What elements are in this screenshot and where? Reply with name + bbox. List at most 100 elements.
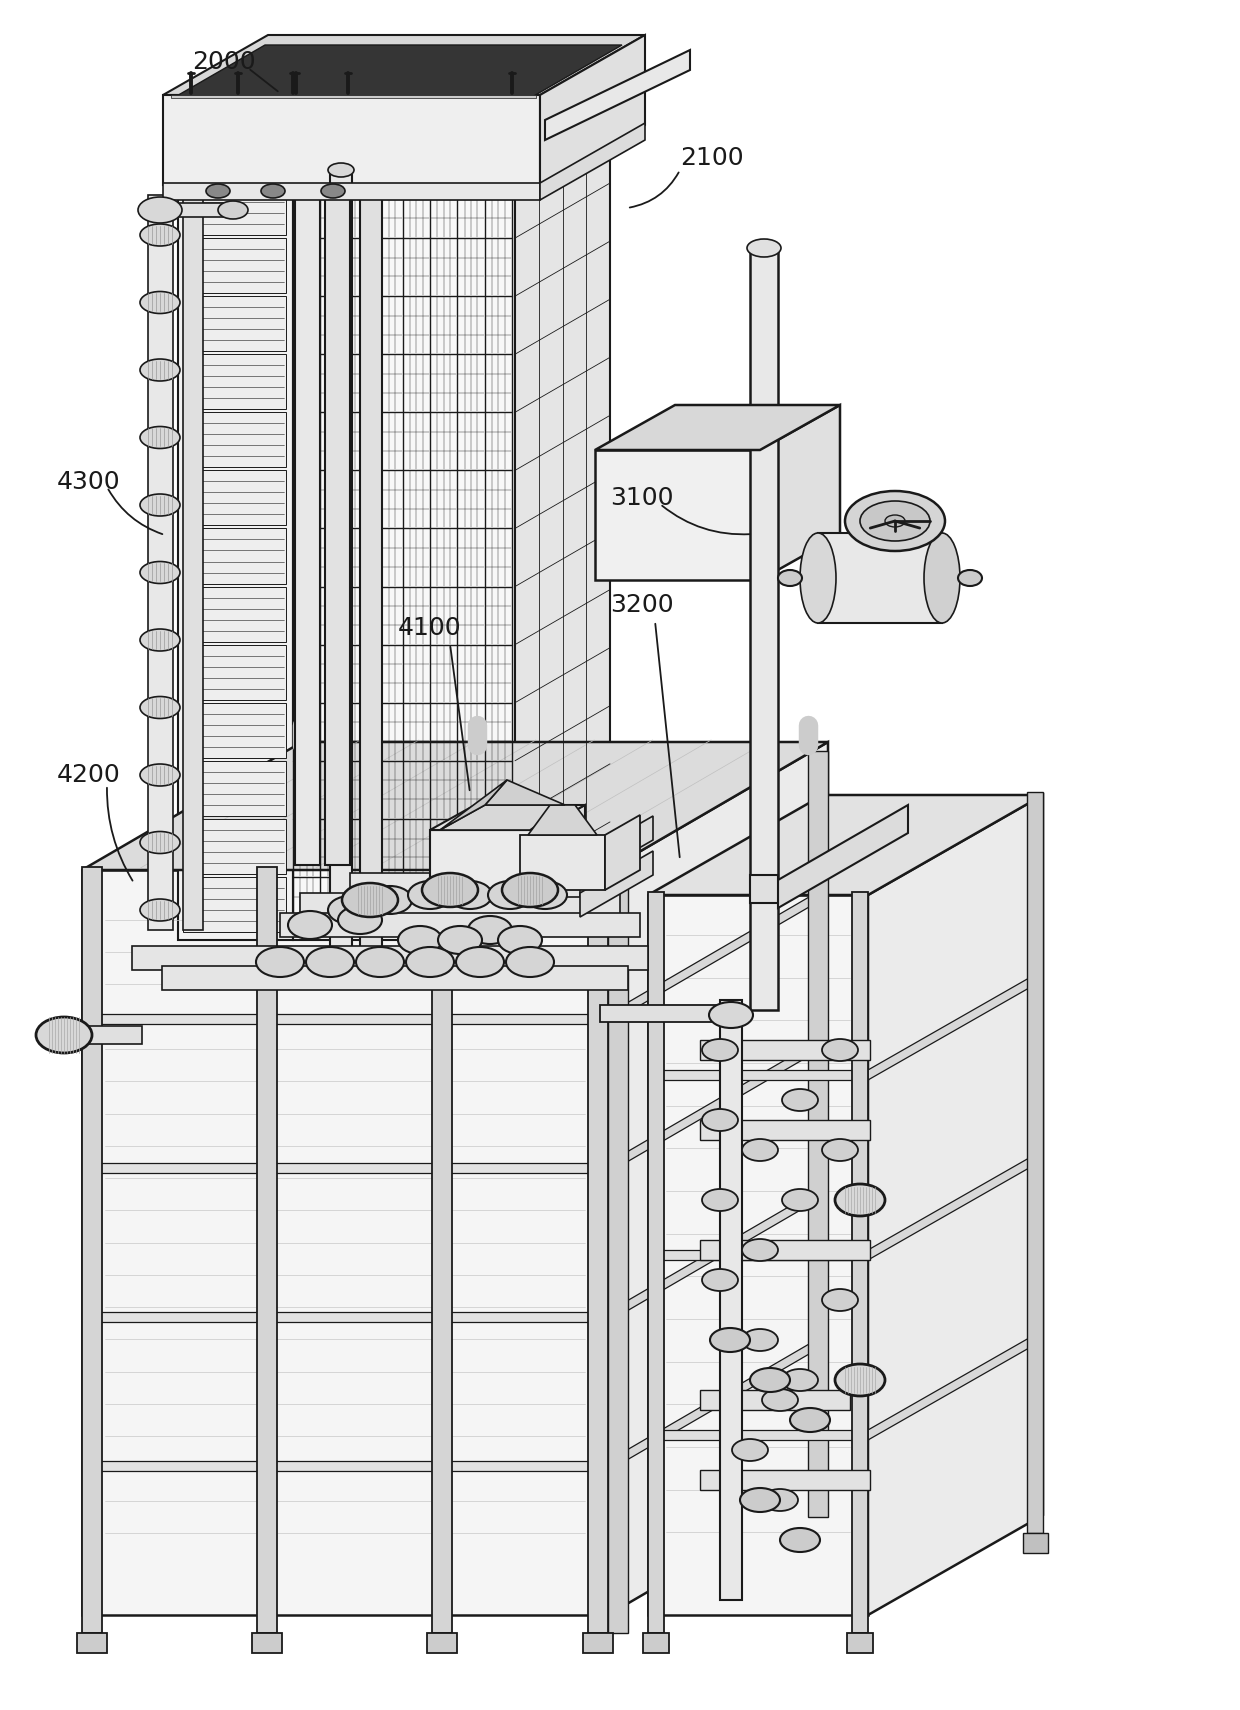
Polygon shape [868, 795, 1043, 1614]
Polygon shape [252, 1633, 281, 1654]
Ellipse shape [140, 831, 180, 853]
Polygon shape [520, 834, 605, 889]
Ellipse shape [702, 1040, 738, 1060]
Ellipse shape [342, 882, 398, 917]
Ellipse shape [140, 899, 180, 922]
Polygon shape [868, 1151, 1043, 1260]
Ellipse shape [456, 947, 503, 976]
Polygon shape [750, 876, 777, 903]
Text: 2000: 2000 [192, 50, 255, 74]
Polygon shape [432, 867, 453, 1633]
Polygon shape [171, 96, 536, 97]
Polygon shape [608, 1334, 828, 1471]
Polygon shape [600, 1005, 720, 1023]
Ellipse shape [702, 1269, 738, 1291]
Polygon shape [644, 1633, 670, 1654]
Text: 4200: 4200 [57, 763, 120, 787]
Polygon shape [595, 450, 760, 580]
Ellipse shape [782, 1188, 818, 1211]
Polygon shape [777, 805, 908, 908]
Ellipse shape [782, 1370, 818, 1390]
Ellipse shape [140, 696, 180, 718]
Ellipse shape [711, 1329, 750, 1353]
Ellipse shape [800, 534, 836, 622]
Ellipse shape [448, 881, 492, 910]
Ellipse shape [709, 1002, 753, 1028]
Polygon shape [595, 405, 839, 450]
Polygon shape [868, 970, 1043, 1081]
Ellipse shape [356, 947, 404, 976]
Polygon shape [360, 185, 382, 959]
Ellipse shape [523, 881, 567, 910]
Polygon shape [184, 296, 286, 351]
Polygon shape [148, 203, 233, 217]
Ellipse shape [339, 906, 382, 934]
Polygon shape [280, 913, 640, 937]
Text: 4300: 4300 [57, 470, 120, 494]
Polygon shape [162, 34, 645, 96]
Polygon shape [184, 180, 286, 234]
Polygon shape [184, 412, 286, 467]
Ellipse shape [140, 224, 180, 246]
Ellipse shape [140, 561, 180, 583]
Polygon shape [184, 587, 286, 641]
Ellipse shape [702, 1188, 738, 1211]
Ellipse shape [467, 917, 512, 944]
Polygon shape [649, 893, 663, 1633]
Polygon shape [583, 1633, 613, 1654]
Ellipse shape [740, 1488, 780, 1512]
Ellipse shape [36, 1017, 92, 1053]
Polygon shape [350, 874, 580, 898]
Polygon shape [184, 877, 286, 932]
Ellipse shape [489, 881, 532, 910]
Polygon shape [515, 120, 610, 941]
Polygon shape [808, 751, 828, 1517]
Ellipse shape [260, 185, 285, 198]
Ellipse shape [138, 197, 182, 222]
Polygon shape [162, 183, 539, 200]
Polygon shape [546, 50, 689, 140]
Polygon shape [184, 470, 286, 525]
Ellipse shape [306, 947, 353, 976]
Ellipse shape [255, 947, 304, 976]
Ellipse shape [140, 426, 180, 448]
Polygon shape [605, 816, 640, 889]
Polygon shape [750, 248, 777, 1011]
Polygon shape [293, 174, 515, 941]
Text: 3100: 3100 [610, 486, 673, 510]
Polygon shape [701, 1471, 870, 1489]
Polygon shape [427, 1633, 458, 1654]
Polygon shape [701, 1240, 870, 1260]
Polygon shape [300, 893, 620, 917]
Polygon shape [580, 852, 653, 917]
Ellipse shape [140, 291, 180, 313]
Ellipse shape [140, 494, 180, 516]
Polygon shape [1027, 792, 1043, 1532]
Ellipse shape [763, 1389, 799, 1411]
Ellipse shape [780, 1529, 820, 1553]
Polygon shape [485, 780, 565, 805]
Ellipse shape [746, 239, 781, 256]
Polygon shape [701, 1040, 870, 1060]
Polygon shape [430, 805, 585, 829]
Ellipse shape [885, 515, 905, 527]
Ellipse shape [742, 1240, 777, 1260]
Polygon shape [539, 34, 645, 185]
Ellipse shape [206, 185, 229, 198]
Polygon shape [82, 742, 828, 870]
Polygon shape [175, 44, 622, 97]
Polygon shape [179, 120, 610, 174]
Ellipse shape [790, 1407, 830, 1431]
Polygon shape [330, 169, 352, 959]
Polygon shape [82, 1460, 608, 1471]
Polygon shape [184, 528, 286, 583]
Ellipse shape [140, 764, 180, 787]
Polygon shape [649, 1070, 868, 1081]
Polygon shape [608, 742, 828, 1614]
Polygon shape [64, 1026, 143, 1045]
Ellipse shape [502, 874, 558, 906]
Ellipse shape [140, 629, 180, 652]
Polygon shape [539, 123, 645, 200]
Ellipse shape [959, 569, 982, 587]
Text: 4100: 4100 [398, 616, 461, 640]
